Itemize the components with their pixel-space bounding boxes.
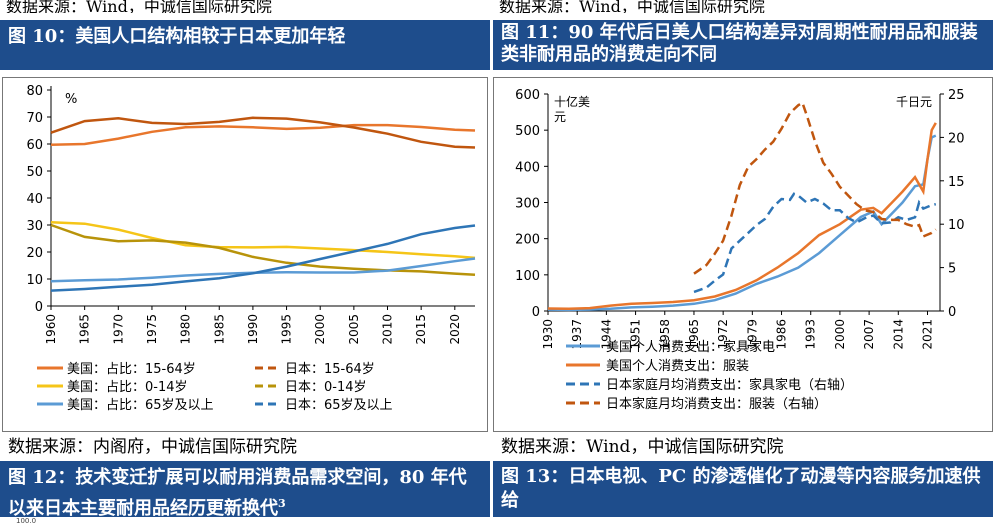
series-line: [50, 116, 476, 149]
x-tick-label: 1937: [570, 319, 584, 350]
series-line: [693, 192, 937, 294]
figure-12-fragment: 100.0: [16, 517, 37, 525]
x-tick-label: 1975: [145, 314, 159, 345]
series-line: [50, 257, 476, 283]
y-tick-label: 70: [26, 111, 43, 126]
left-y-tick-label: 600: [515, 88, 540, 103]
x-tick-label: 1944: [599, 319, 613, 350]
left-y-tick-label: 100: [515, 269, 540, 284]
series-line: [547, 122, 937, 311]
y-tick-label: 40: [26, 192, 43, 207]
footnote-marker: 3: [278, 497, 286, 510]
x-tick-label: 1985: [212, 314, 226, 345]
x-tick-label: 1965: [687, 319, 701, 350]
figure-12-title: 图 12：技术变迁扩展可以耐用消费品需求空间，80 年代以来日本主要耐用品经历更…: [0, 461, 490, 519]
legend-label: 日本：0-14岁: [285, 380, 367, 395]
series-line: [50, 221, 476, 260]
legend-label: 美国个人消费支出：服装: [606, 359, 749, 374]
legend-label: 日本家庭月均消费支出：家具家电（右轴）: [606, 377, 853, 393]
right-column: 数据来源：Wind，中诚信国际研究院 图 11：90 年代后日美人口结构差异对周…: [493, 0, 993, 527]
x-tick-label: 1990: [246, 314, 260, 345]
y-tick-label: 50: [26, 165, 43, 180]
series-line: [50, 224, 476, 292]
legend-label: 美国：占比：15-64岁: [67, 362, 196, 377]
x-tick-label: 2007: [862, 319, 876, 350]
x-tick-label: 1995: [280, 314, 294, 345]
figure-11-chart: 0 100 200 300 400 500 600 0 5 10 15 20 25 十亿美元 千日元 1930…: [493, 77, 993, 432]
legend-label: 日本：65岁及以上: [285, 398, 393, 413]
right-y-tick-label: 25: [948, 88, 965, 103]
x-tick-label: 1970: [111, 314, 125, 345]
left-y-tick-label: 0: [532, 305, 540, 320]
series-line: [50, 223, 476, 276]
left-y-tick-label: 200: [515, 233, 540, 248]
figure-10-chart: 0 10 20 30 40 50 60 70 80% 1960 1965 1970 1975 1980 19…: [2, 77, 488, 432]
legend-label: 美国个人消费支出：家具家电: [606, 339, 775, 355]
left-y-tick-label: 400: [515, 160, 540, 175]
figure-10-title: 图 10：美国人口结构相较于日本更加年轻: [0, 20, 490, 70]
right-y-tick-label: 10: [948, 218, 965, 233]
y-tick-label: 10: [26, 273, 43, 288]
x-tick-label: 1965: [78, 314, 92, 345]
y-tick-label: 80: [26, 84, 43, 99]
x-tick-label: 1958: [658, 319, 672, 350]
x-tick-label: 1980: [179, 314, 193, 345]
x-tick-label: 1930: [541, 319, 555, 350]
series-line: [547, 134, 937, 312]
x-tick-label: 2021: [920, 319, 934, 350]
figure-13-title: 图 13：日本电视、PC 的渗透催化了动漫等内容服务加速供给: [493, 461, 993, 517]
left-axis-unit-line2: 元: [554, 110, 566, 124]
source-bottom-right: 数据来源：Wind，中诚信国际研究院: [501, 437, 784, 457]
y-tick-label: 60: [26, 138, 43, 153]
right-axis-unit: 千日元: [896, 95, 932, 109]
x-tick-label: 2015: [414, 314, 428, 345]
left-column: 数据来源：Wind，中诚信国际研究院 图 10：美国人口结构相较于日本更加年轻 …: [0, 0, 490, 527]
right-y-tick-label: 20: [948, 131, 965, 146]
left-y-tick-label: 300: [515, 197, 540, 212]
legend-label: 美国：占比：0-14岁: [67, 380, 188, 395]
source-top-left: 数据来源：Wind，中诚信国际研究院: [6, 0, 272, 13]
x-tick-label: 2005: [347, 314, 361, 345]
right-y-tick-label: 5: [948, 262, 956, 277]
source-top-right: 数据来源：Wind，中诚信国际研究院: [499, 0, 765, 13]
legend-label: 日本家庭月均消费支出：服装（右轴）: [606, 396, 827, 412]
series-line: [693, 100, 937, 275]
column-divider: [490, 0, 493, 527]
figure-12-title-text: 图 12：技术变迁扩展可以耐用消费品需求空间，80 年代以来日本主要耐用品经历更…: [8, 467, 467, 519]
x-tick-label: 1951: [629, 319, 643, 350]
source-bottom-left: 数据来源：内阁府，中诚信国际研究院: [8, 437, 297, 457]
y-tick-label: 0: [35, 300, 43, 315]
legend-label: 日本：15-64岁: [285, 362, 375, 377]
x-tick-label: 1993: [804, 319, 818, 350]
series-line: [50, 123, 476, 147]
y-axis-unit: %: [65, 92, 77, 107]
right-y-tick-label: 0: [948, 305, 956, 320]
figure-10-svg: 0 10 20 30 40 50 60 70 80% 1960 1965 1970 1975 1980 19…: [26, 84, 476, 413]
left-y-tick-label: 500: [515, 124, 540, 139]
x-tick-label: 1979: [745, 319, 759, 350]
x-tick-label: 2000: [833, 319, 847, 350]
left-axis-unit-line1: 十亿美: [554, 94, 590, 109]
right-y-tick-label: 15: [948, 175, 965, 190]
x-tick-label: 2000: [313, 314, 327, 345]
y-tick-label: 20: [26, 246, 43, 261]
y-tick-label: 30: [26, 219, 43, 234]
x-tick-label: 2014: [891, 319, 905, 350]
figure-11-title: 图 11：90 年代后日美人口结构差异对周期性耐用品和服装类非耐用品的消费走向不…: [493, 20, 993, 70]
x-tick-label: 2020: [448, 314, 462, 345]
legend-label: 美国：占比：65岁及以上: [67, 398, 214, 413]
x-tick-label: 1986: [775, 319, 789, 350]
x-tick-label: 2010: [381, 314, 395, 345]
x-tick-label: 1960: [44, 314, 58, 345]
x-tick-label: 1972: [716, 319, 730, 350]
